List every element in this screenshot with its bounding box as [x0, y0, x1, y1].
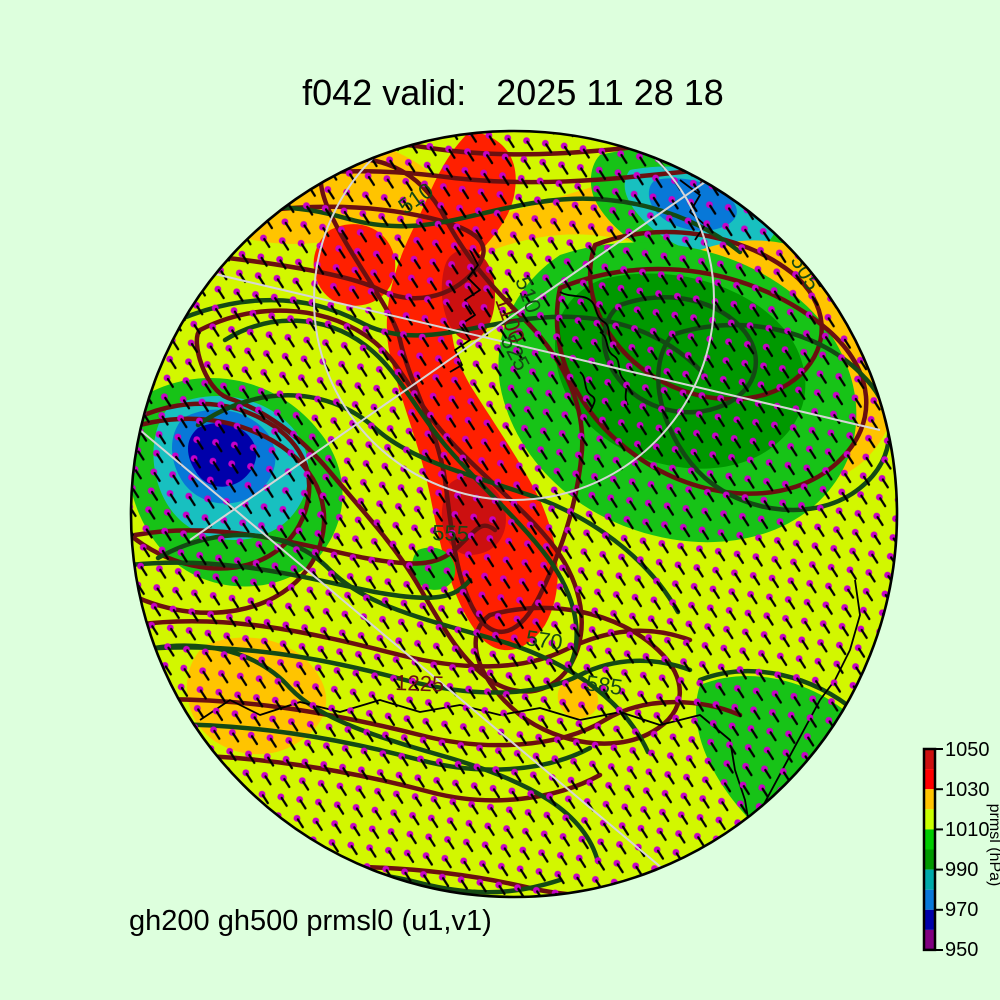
- svg-text:1010: 1010: [945, 819, 990, 841]
- svg-text:1225: 1225: [395, 670, 445, 697]
- svg-text:970: 970: [945, 899, 978, 921]
- svg-text:570: 570: [524, 625, 564, 655]
- svg-text:950: 950: [945, 939, 978, 961]
- svg-text:585: 585: [584, 670, 624, 700]
- svg-text:prmsl (hPa): prmsl (hPa): [986, 804, 1000, 887]
- svg-text:1050: 1050: [945, 739, 990, 761]
- svg-text:1030: 1030: [945, 779, 990, 801]
- svg-text:f042 valid: 2025 11 28 18: f042 valid: 2025 11 28 18: [302, 72, 724, 113]
- svg-text:990: 990: [945, 859, 978, 881]
- svg-text:555: 555: [432, 520, 470, 546]
- svg-text:gh200 gh500 prmsl0 (u1,v1): gh200 gh500 prmsl0 (u1,v1): [129, 905, 492, 937]
